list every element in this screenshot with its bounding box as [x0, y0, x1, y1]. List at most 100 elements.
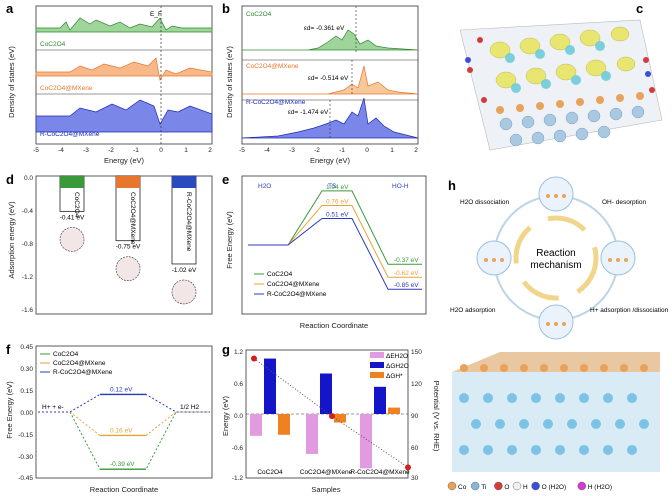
panel-a-xlabel: Energy (eV) [104, 156, 145, 165]
panel-f-lines: -0.39 eV 0.16 eV 0.12 eV [38, 386, 210, 470]
g-cat-3: R-CoC2O4@MXene [350, 469, 410, 476]
panel-c: c [459, 1, 663, 151]
adsorption-structure-icon [171, 279, 197, 305]
panel-g-yticks: 1.2 0.6 0.0 -0.6 -1.2 [232, 349, 244, 482]
b-xtick: -2 [314, 147, 320, 154]
panel-g-y2label: Potential (V vs. RHE) [432, 381, 440, 452]
g-bar [334, 414, 346, 423]
panel-a: a Density of states (eV) CoC2O4 CoC2O4@M… [6, 1, 213, 165]
g-y2tick: 60 [411, 445, 419, 452]
g-bar [388, 407, 400, 414]
panel-b-series-1: CoC2O4 [246, 11, 272, 18]
panel-b-label: b [222, 1, 230, 16]
e-fs-label: -0.62 eV [394, 270, 419, 277]
d-ytick: -0.8 [22, 241, 34, 248]
panel-a-series-3: R-CoC2O4@MXene [40, 131, 100, 138]
panel-a-ylabel: Density of states (eV) [7, 46, 16, 118]
legend-swatch [531, 481, 540, 491]
a-xtick: 0 [159, 147, 163, 154]
step-1: H2O dissociation [460, 199, 510, 206]
panel-d-yticks: 0.0 -0.4 -0.8 -1.2 -1.6 [22, 175, 34, 314]
panel-a-label: a [6, 1, 14, 16]
legend-swatch [471, 481, 480, 491]
f-legend-2: CoC2O4@MXene [53, 360, 106, 367]
panel-e-legend: CoC2O4 CoC2O4@MXene R-CoC2O4@MXene [254, 271, 327, 298]
g-legend-3: ΔGH* [386, 373, 403, 380]
a-xtick: 2 [208, 147, 212, 154]
e-fs-label: -0.85 eV [394, 282, 419, 289]
dos-b-coc2o4 [242, 29, 419, 51]
legend-label: Co [458, 484, 467, 491]
g-y2tick: 120 [411, 381, 422, 388]
panel-g: g Energy (eV) Potential (V vs. RHE) 1.2 … [221, 342, 440, 494]
legend-label: H (H2O) [588, 484, 612, 491]
g-bar [320, 373, 332, 414]
adsorption-bar-name: CoC2O4 [73, 192, 80, 218]
e-state-2: HO-H [392, 183, 409, 190]
fermi-label: E_F [150, 11, 162, 18]
g-ytick: -1.2 [232, 475, 244, 482]
g-cat-1: CoC2O4 [257, 469, 283, 476]
dos-a-coc2o4 [35, 17, 213, 33]
panel-g-legend: ΔEH2O ΔGH2O ΔGH* [370, 352, 409, 380]
panel-f-label: f [6, 342, 11, 357]
f-ytick: 0.30 [20, 366, 33, 373]
mechanism-center-1: Reaction [536, 248, 575, 259]
adsorption-bar-name: CoC2O4@MXene [129, 192, 136, 245]
dos-b-mxene [242, 65, 419, 95]
g-bar [374, 386, 386, 414]
f-value-label: 0.16 eV [110, 427, 133, 434]
panel-h-label: h [448, 178, 456, 193]
panel-f-ylabel: Free Energy (eV) [5, 381, 14, 439]
panel-a-xticks: -5 -4 -3 -2 -1 0 1 2 [33, 147, 212, 154]
e-legend-3: R-CoC2O4@MXene [267, 291, 327, 298]
e-legend-1: CoC2O4 [267, 271, 293, 278]
f-ytick: 0.15 [20, 388, 33, 395]
a-xtick: -2 [108, 147, 114, 154]
panel-b-ed-2: εd= -0.514 eV [308, 75, 349, 82]
e-legend-2: CoC2O4@MXene [267, 281, 320, 288]
f-ytick: 0.45 [20, 344, 33, 351]
adsorption-bar-cap [60, 176, 84, 188]
b-xtick: 1 [390, 147, 394, 154]
panel-b-series-3: R-CoC2O4@MXene [246, 99, 306, 106]
legend-label: O (H2O) [542, 484, 567, 491]
g-legend-1: ΔEH2O [386, 353, 408, 360]
dos-a-r-mxene [35, 99, 213, 133]
d-ytick: -1.2 [22, 274, 34, 281]
a-xtick: -1 [133, 147, 139, 154]
slab-structure-image [452, 352, 660, 472]
g-potential-point [251, 355, 257, 362]
panel-e-label: e [222, 172, 229, 187]
b-xtick: 2 [414, 147, 418, 154]
g-bar [264, 358, 276, 414]
f-legend-1: CoC2O4 [53, 351, 79, 358]
f-ytick: -0.45 [18, 475, 33, 482]
a-xtick: -3 [83, 147, 89, 154]
panel-b: b Density of states (eV) CoC2O4 εd= -0.3… [222, 1, 419, 165]
d-ytick: -0.4 [22, 208, 34, 215]
legend-swatch [447, 481, 457, 491]
dos-b-r-mxene [241, 97, 419, 139]
g-bar [306, 414, 318, 454]
a-xtick: 1 [184, 147, 188, 154]
legend-label: O [504, 484, 509, 491]
f-ytick: -0.15 [18, 432, 33, 439]
atom-legend: Co Ti O H O (H2O) H (H2O) [447, 481, 612, 491]
g-y2tick: 150 [411, 349, 422, 356]
adsorption-structure-icon [59, 227, 85, 252]
e-ts-label: 0.76 eV [326, 198, 349, 205]
f-value-label: 0.12 eV [110, 386, 133, 393]
legend-swatch [512, 481, 522, 491]
g-ytick: 0.0 [234, 413, 243, 420]
panel-c-label: c [636, 1, 643, 16]
panel-d-ylabel: Adsorption energy (eV) [7, 201, 16, 279]
f-left-state: H+ + e- [42, 404, 64, 411]
a-xtick: -5 [33, 147, 39, 154]
panel-g-y2ticks: 150 120 90 60 30 [411, 349, 422, 482]
e-fs-label: -0.37 eV [394, 257, 419, 264]
d-ytick: -1.6 [22, 307, 34, 314]
a-xtick: -4 [58, 147, 64, 154]
f-right-state: 1/2 H2 [180, 404, 200, 411]
